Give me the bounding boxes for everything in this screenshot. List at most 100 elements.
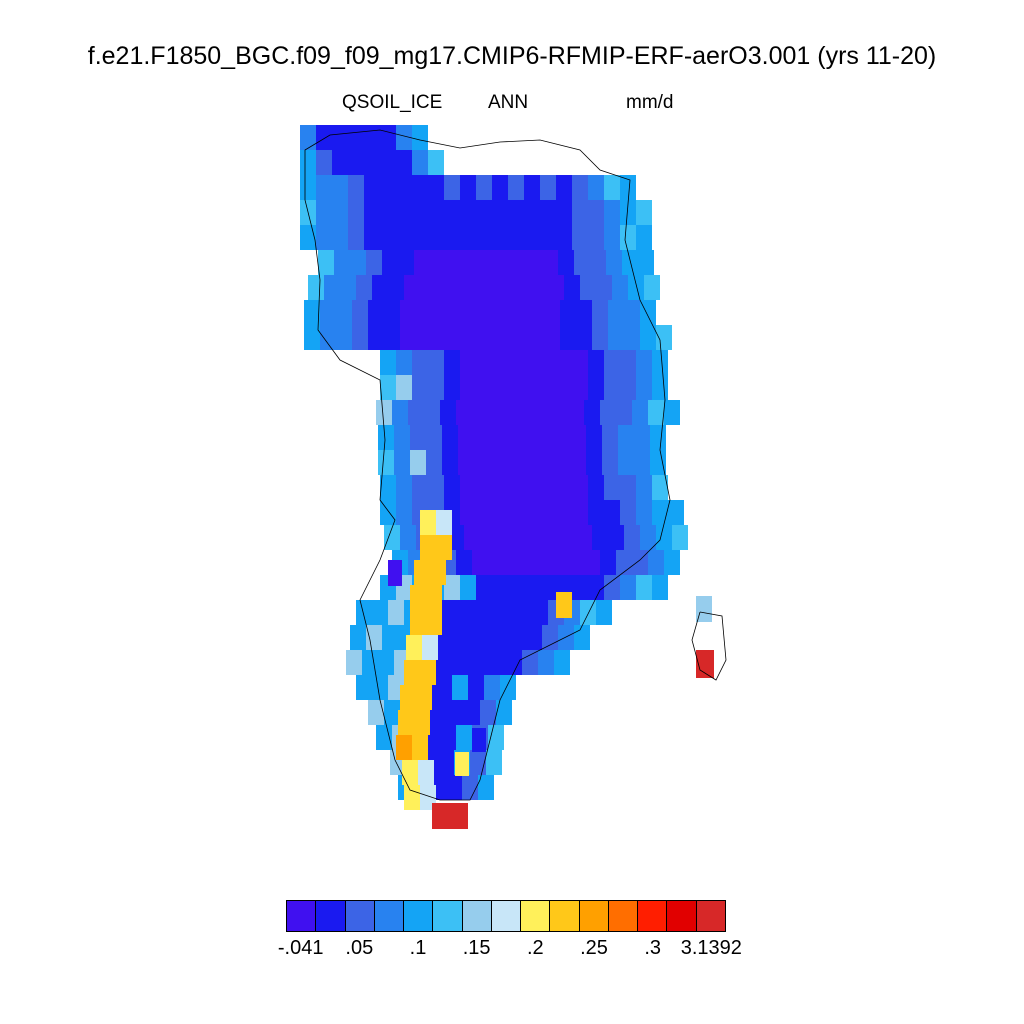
grid-cell [384,300,400,325]
grid-cell [524,200,540,225]
colorbar-box [315,900,346,932]
grid-cell [520,550,536,575]
grid-cell [442,450,458,475]
grid-cell [496,700,512,725]
grid-cell [620,200,636,225]
grid-cell [544,325,560,350]
grid-cell [352,325,368,350]
grid-cell [542,625,558,650]
grid-cell [636,200,652,225]
grid-cell [532,600,548,625]
grid-cell [396,735,412,760]
colorbar-box [286,900,317,932]
grid-cell [380,475,396,500]
grid-cell [462,250,478,275]
grid-cell [512,325,528,350]
colorbar-box [666,900,697,932]
grid-cell [308,275,324,300]
grid-cell [576,300,592,325]
grid-cell [492,175,508,200]
grid-cell [574,250,590,275]
colorbar-box [344,900,375,932]
grid-cell [636,575,652,600]
grid-cell [554,450,570,475]
grid-cell [350,625,366,650]
grid-cell [412,125,428,150]
grid-cell [412,735,428,760]
grid-cell [632,400,648,425]
grid-cell [396,350,412,375]
grid-cell [446,625,462,650]
grid-cell [602,450,618,475]
grid-cell [500,275,516,300]
grid-cell [480,300,496,325]
grid-cell [444,225,460,250]
grid-cell [410,610,426,635]
grid-cell [572,225,588,250]
grid-cell [516,275,532,300]
colorbar-box [549,900,580,932]
grid-cell [380,350,396,375]
grid-cell [476,475,492,500]
colorbar-tick-label: -.041 [277,937,324,959]
grid-cell [480,325,496,350]
grid-cell [404,275,420,300]
grid-cell [540,200,556,225]
grid-cell [420,275,436,300]
colorbar-box [403,900,434,932]
grid-cell [618,450,634,475]
grid-cell [490,650,506,675]
grid-cell [372,275,388,300]
grid-cell [364,125,380,150]
grid-cell [560,300,576,325]
grid-cell [364,175,380,200]
grid-cell [384,325,400,350]
grid-cell [606,250,622,275]
colorbar-box [695,900,726,932]
grid-cell [448,300,464,325]
grid-cell [580,275,596,300]
grid-cell [508,375,524,400]
grid-cell [412,350,428,375]
grid-cell [650,450,666,475]
grid-cell [588,500,604,525]
grid-cell [572,500,588,525]
grid-cell [492,500,508,525]
grid-cell [432,325,448,350]
grid-cell [568,400,584,425]
grid-cell [574,625,590,650]
grid-cell [538,450,554,475]
grid-cell [316,175,332,200]
grid-cell [624,325,640,350]
grid-cell [512,300,528,325]
grid-cell [382,250,398,275]
grid-cell [472,728,486,752]
grid-cell [356,275,372,300]
grid-cell [492,575,508,600]
colorbar [286,900,726,932]
grid-cell [410,450,426,475]
grid-cell [628,275,644,300]
grid-cell [428,375,444,400]
grid-cell [476,350,492,375]
grid-cell [346,650,362,675]
grid-cell [464,300,480,325]
grid-cell [332,175,348,200]
grid-cell [380,500,396,525]
grid-cell [656,525,672,550]
grid-cell [538,650,554,675]
grid-cell [388,560,402,586]
grid-cell [414,560,430,585]
grid-cell [632,550,648,575]
grid-cell [618,425,634,450]
grid-cell [420,510,436,535]
grid-cell [588,475,604,500]
island-coastline [691,611,727,681]
grid-cell [400,525,416,550]
grid-cell [456,400,472,425]
grid-cell [572,575,588,600]
grid-cell [488,400,504,425]
grid-cell [652,475,668,500]
grid-cell [464,700,480,725]
grid-cell [348,150,364,175]
